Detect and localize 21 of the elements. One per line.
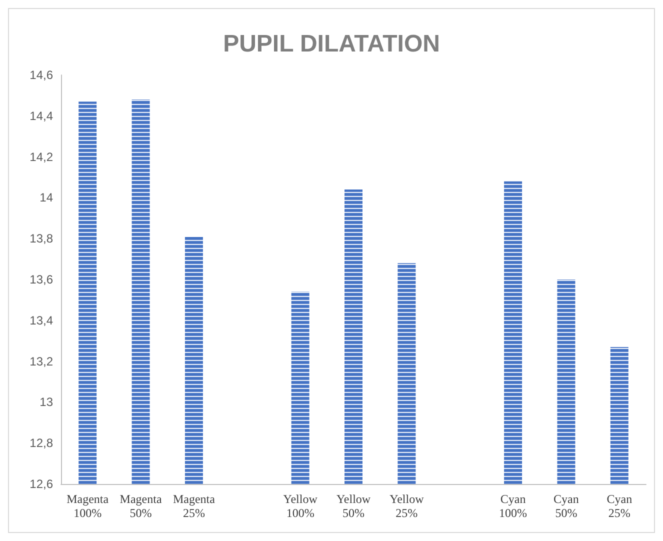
y-tick-label: 14,4	[30, 108, 54, 123]
x-tick-label: Cyan 25%	[606, 492, 632, 520]
y-tick-label: 13,2	[30, 354, 54, 368]
x-tick-label: Yellow 100%	[283, 492, 318, 520]
y-tick-label: 13,4	[30, 313, 54, 328]
y-tick-label: 14,2	[30, 150, 54, 164]
x-tick-label: Yellow 50%	[336, 492, 371, 520]
y-tick-label: 13,8	[30, 232, 54, 246]
y-tick-label: 12,6	[30, 477, 54, 491]
y-tick-label: 13,6	[30, 272, 54, 286]
x-tick-label: Magenta 100%	[66, 492, 110, 520]
y-tick-label: 12,8	[30, 436, 54, 450]
y-tick-label: 13	[40, 395, 54, 410]
x-tick-label: Cyan 100%	[499, 492, 528, 520]
x-tick-label: Magenta 25%	[172, 492, 216, 520]
y-tick-label: 14	[40, 190, 54, 205]
x-tick-label: Yellow 25%	[390, 492, 424, 520]
y-tick-label: 14,6	[30, 68, 54, 82]
chart-title: PUPIL DILATATION	[223, 30, 440, 58]
x-tick-label: Cyan 50%	[554, 492, 579, 520]
x-tick-label: Magenta 50%	[120, 492, 162, 520]
